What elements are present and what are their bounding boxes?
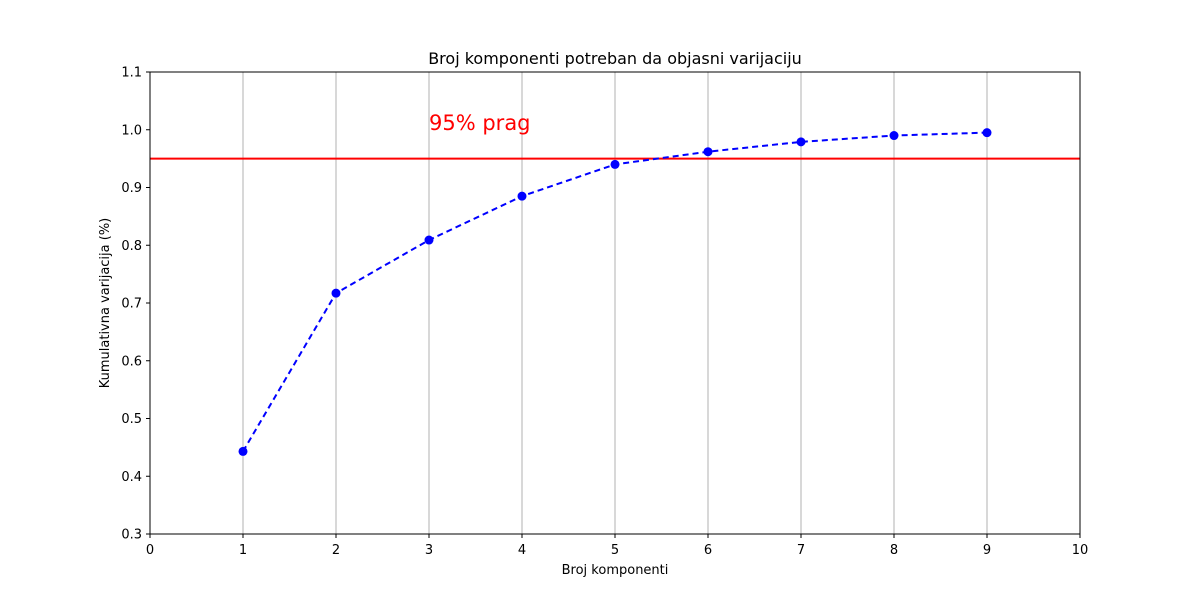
data-point (331, 288, 341, 298)
data-point (610, 159, 620, 169)
y-tick-label: 0.6 (121, 354, 142, 369)
y-tick-label: 0.7 (121, 297, 142, 312)
y-tick-label: 0.9 (121, 181, 142, 196)
threshold-label: 95% prag (429, 111, 531, 135)
y-tick-label: 0.8 (121, 239, 142, 254)
data-point (703, 147, 713, 157)
chart-title: Broj komponenti potreban da objasni vari… (428, 49, 802, 68)
x-tick-label: 6 (704, 543, 712, 558)
data-point (982, 128, 992, 138)
x-tick-label: 4 (518, 543, 526, 558)
x-axis-label: Broj komponenti (562, 563, 669, 578)
y-tick-label: 0.4 (121, 470, 142, 485)
data-point (796, 137, 806, 147)
y-axis: 0.3 0.4 0.5 0.6 0.7 0.8 0.9 1.0 1.1 (121, 66, 150, 543)
x-tick-label: 1 (239, 543, 247, 558)
y-axis-label: Kumulativna varijacija (%) (98, 218, 113, 389)
x-tick-label: 3 (425, 543, 433, 558)
x-tick-label: 8 (890, 543, 898, 558)
y-tick-label: 1.1 (121, 66, 142, 81)
y-tick-label: 0.3 (121, 528, 142, 543)
data-point (238, 446, 248, 456)
x-tick-label: 9 (983, 543, 991, 558)
x-tick-label: 7 (797, 543, 805, 558)
data-point (424, 235, 434, 245)
x-axis: 0 1 2 3 4 5 6 7 8 9 10 (146, 534, 1088, 558)
data-point (517, 191, 527, 201)
x-tick-label: 5 (611, 543, 619, 558)
y-tick-label: 1.0 (121, 123, 142, 138)
y-tick-label: 0.5 (121, 412, 142, 427)
x-tick-label: 0 (146, 543, 154, 558)
x-tick-label: 2 (332, 543, 340, 558)
threshold-layer: 95% prag (150, 111, 1080, 160)
series-layer (238, 128, 992, 456)
x-tick-label: 10 (1072, 543, 1089, 558)
data-point (889, 131, 899, 141)
